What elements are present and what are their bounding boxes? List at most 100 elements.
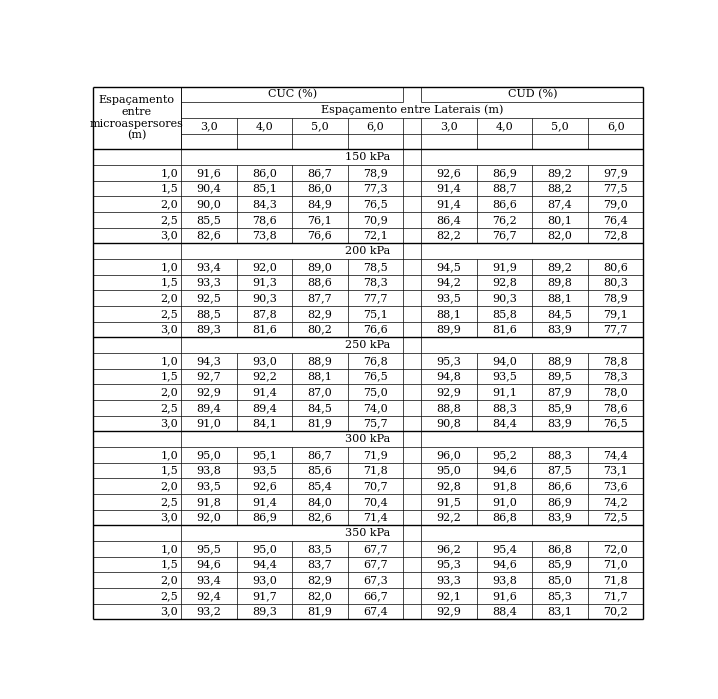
Text: 81,6: 81,6 [492,324,517,335]
Text: 250 kPa: 250 kPa [345,340,391,350]
Text: 71,8: 71,8 [363,466,388,475]
Text: 2,0: 2,0 [160,199,178,209]
Text: 71,8: 71,8 [603,575,628,585]
Text: 86,7: 86,7 [307,168,332,178]
Text: 92,7: 92,7 [196,371,221,382]
Text: 94,0: 94,0 [492,356,517,366]
Text: 3,0: 3,0 [160,231,178,240]
Text: 86,0: 86,0 [252,168,276,178]
Text: 82,9: 82,9 [307,575,332,585]
Text: 94,5: 94,5 [437,262,462,272]
Text: 76,5: 76,5 [603,419,628,428]
Text: 85,8: 85,8 [492,309,517,319]
Text: 2,5: 2,5 [160,309,178,319]
Text: 95,3: 95,3 [437,356,462,366]
Text: 3,0: 3,0 [160,419,178,428]
Text: 97,9: 97,9 [603,168,628,178]
Text: 91,8: 91,8 [196,497,221,507]
Text: 76,1: 76,1 [307,215,332,225]
Text: 86,9: 86,9 [492,168,517,178]
Text: 78,6: 78,6 [252,215,276,225]
Text: 71,4: 71,4 [363,512,388,523]
Text: 91,7: 91,7 [252,591,276,601]
Text: 76,8: 76,8 [363,356,388,366]
Text: Espaçamento
entre
microaspersores
(m): Espaçamento entre microaspersores (m) [90,95,184,140]
Text: 82,9: 82,9 [307,309,332,319]
Text: 1,5: 1,5 [160,560,178,570]
Text: 91,4: 91,4 [252,387,276,397]
Text: 94,8: 94,8 [437,371,462,382]
Text: 88,1: 88,1 [548,293,572,303]
Text: 93,0: 93,0 [252,356,276,366]
Text: 78,6: 78,6 [603,403,628,413]
Text: 75,0: 75,0 [363,387,388,397]
Text: 76,7: 76,7 [492,231,517,240]
Text: 74,0: 74,0 [363,403,388,413]
Text: 88,7: 88,7 [492,183,517,194]
Text: 81,9: 81,9 [307,419,332,428]
Text: 71,7: 71,7 [603,591,628,601]
Text: 93,4: 93,4 [196,262,221,272]
Text: 91,6: 91,6 [196,168,221,178]
Text: 93,8: 93,8 [492,575,517,585]
Text: 89,9: 89,9 [437,324,462,335]
Text: 80,3: 80,3 [603,278,628,287]
Text: 74,2: 74,2 [603,497,628,507]
Text: 92,8: 92,8 [492,278,517,287]
Text: 91,8: 91,8 [492,481,517,491]
Text: 77,7: 77,7 [363,293,388,303]
Text: 85,9: 85,9 [548,403,572,413]
Text: 77,7: 77,7 [603,324,628,335]
Text: 88,1: 88,1 [307,371,332,382]
Text: 93,2: 93,2 [196,607,221,617]
Text: 89,8: 89,8 [548,278,572,287]
Text: 71,0: 71,0 [603,560,628,570]
Text: 76,2: 76,2 [492,215,517,225]
Text: 88,4: 88,4 [492,607,517,617]
Text: 70,9: 70,9 [363,215,388,225]
Text: 67,3: 67,3 [363,575,388,585]
Text: 95,3: 95,3 [437,560,462,570]
Text: 80,2: 80,2 [307,324,332,335]
Text: 1,0: 1,0 [160,544,178,554]
Text: 87,8: 87,8 [252,309,276,319]
Text: 3,0: 3,0 [160,607,178,617]
Text: 88,5: 88,5 [196,309,221,319]
Text: 78,0: 78,0 [603,387,628,397]
Text: 94,4: 94,4 [252,560,276,570]
Text: 93,0: 93,0 [252,575,276,585]
Text: 82,2: 82,2 [437,231,462,240]
Text: 91,6: 91,6 [492,591,517,601]
Text: 94,6: 94,6 [492,466,517,475]
Text: 73,8: 73,8 [252,231,276,240]
Text: 350 kPa: 350 kPa [345,528,391,538]
Text: 90,0: 90,0 [196,199,221,209]
Text: 5,0: 5,0 [311,121,329,131]
Text: 93,5: 93,5 [437,293,462,303]
Text: 92,2: 92,2 [437,512,462,523]
Text: 76,5: 76,5 [363,199,388,209]
Text: 86,4: 86,4 [437,215,462,225]
Text: 77,3: 77,3 [363,183,388,194]
Text: 88,1: 88,1 [437,309,462,319]
Text: 91,9: 91,9 [492,262,517,272]
Text: 70,2: 70,2 [603,607,628,617]
Text: 83,5: 83,5 [307,544,332,554]
Text: 84,9: 84,9 [307,199,332,209]
Text: Espaçamento entre Laterais (m): Espaçamento entre Laterais (m) [321,105,503,115]
Text: 85,0: 85,0 [548,575,572,585]
Text: 88,2: 88,2 [548,183,572,194]
Text: 94,6: 94,6 [196,560,221,570]
Text: 84,1: 84,1 [252,419,276,428]
Text: 90,4: 90,4 [196,183,221,194]
Text: 86,8: 86,8 [492,512,517,523]
Text: 84,4: 84,4 [492,419,517,428]
Text: 78,5: 78,5 [363,262,388,272]
Text: 86,8: 86,8 [548,544,572,554]
Text: 79,1: 79,1 [603,309,628,319]
Text: 83,9: 83,9 [548,419,572,428]
Text: 95,0: 95,0 [196,450,221,460]
Text: 92,0: 92,0 [196,512,221,523]
Text: 88,8: 88,8 [437,403,462,413]
Text: 1,0: 1,0 [160,168,178,178]
